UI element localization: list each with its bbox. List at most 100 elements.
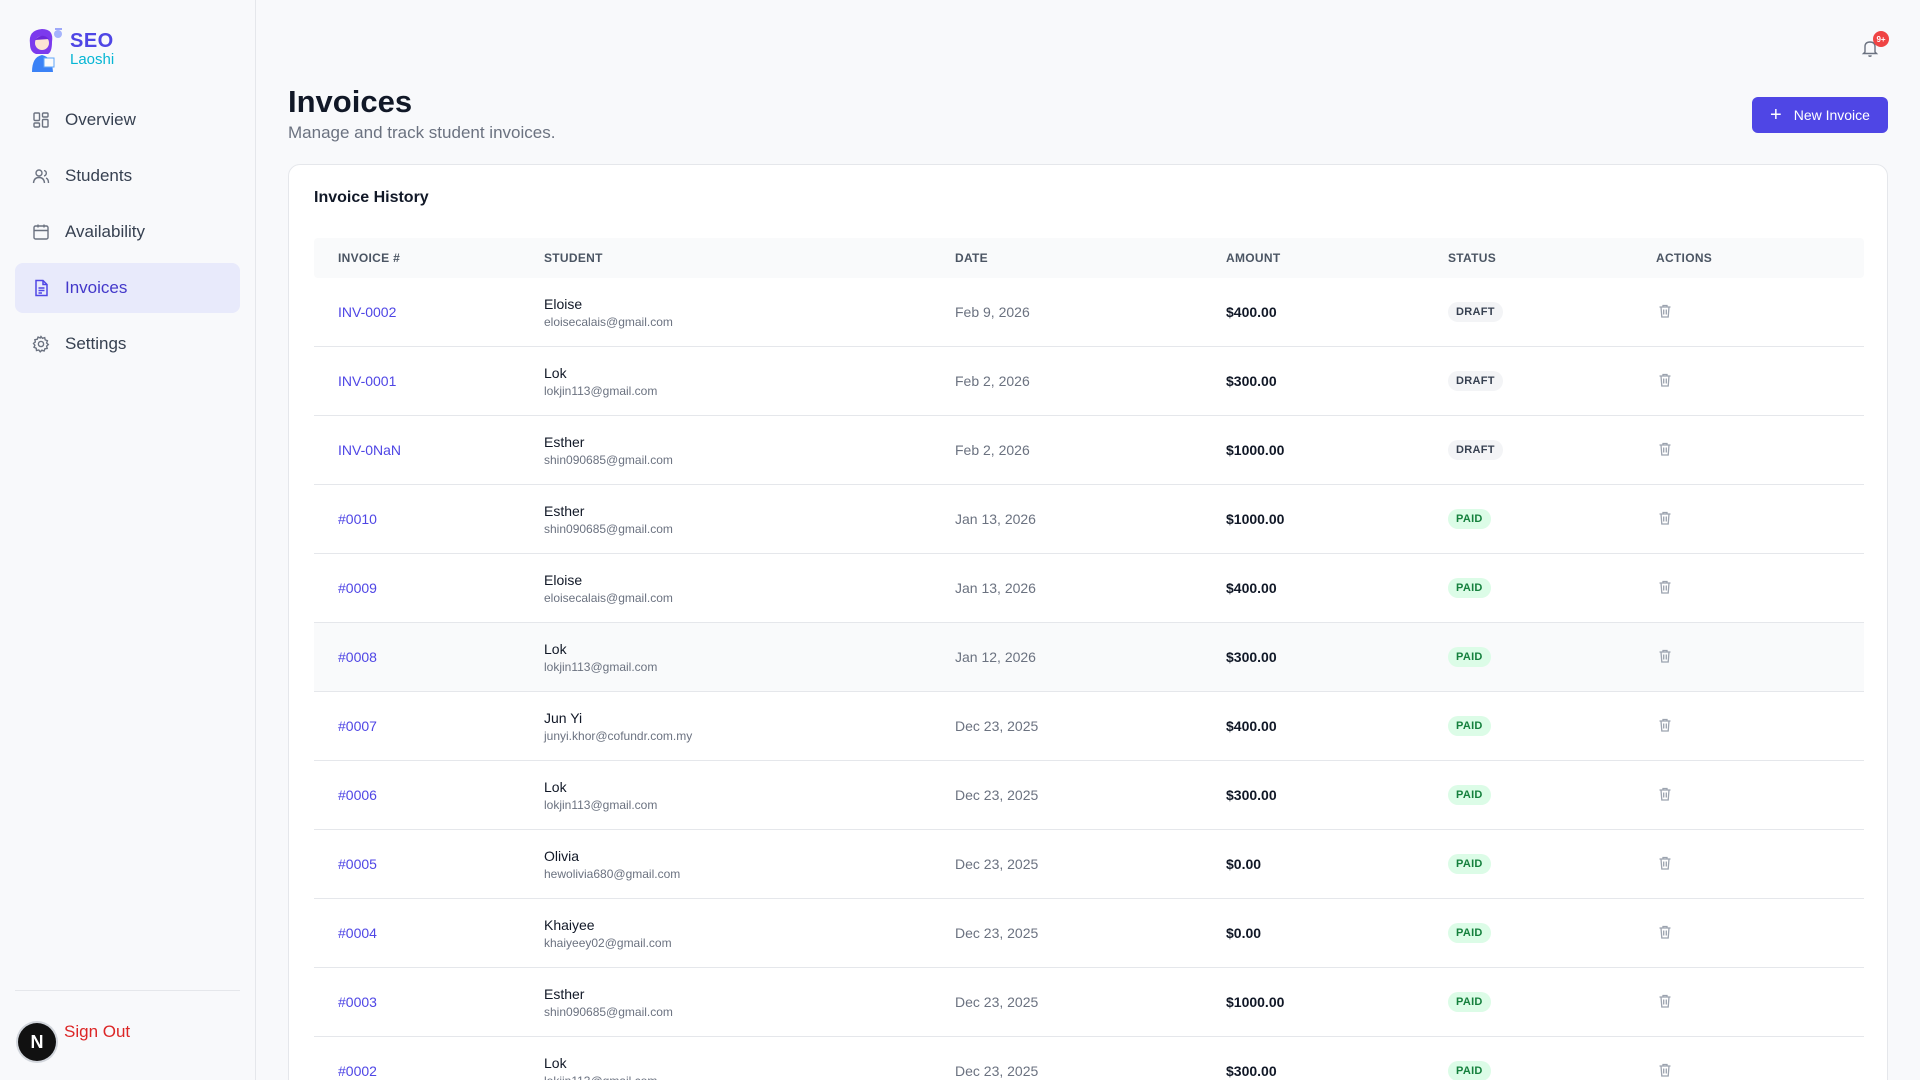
page-subtitle: Manage and track student invoices.: [288, 123, 556, 142]
trash-icon[interactable]: [1657, 786, 1673, 802]
invoice-date: Jan 13, 2026: [955, 580, 1036, 596]
sidebar-item-settings[interactable]: Settings: [15, 319, 240, 369]
invoice-date: Dec 23, 2025: [955, 925, 1039, 941]
brand-name: SEO: [70, 30, 114, 52]
invoice-date: Feb 2, 2026: [955, 442, 1030, 458]
status-badge: PAID: [1448, 1061, 1491, 1080]
student-name: Lok: [544, 778, 567, 795]
invoice-amount: $0.00: [1226, 856, 1262, 872]
column-header-status: STATUS: [1448, 251, 1497, 265]
plus-icon: +: [1770, 104, 1782, 126]
student-email: lokjin113@gmail.com: [544, 797, 658, 812]
invoice-date: Feb 9, 2026: [955, 304, 1030, 320]
invoice-date: Dec 23, 2025: [955, 856, 1039, 872]
status-badge: PAID: [1448, 992, 1491, 1012]
trash-icon[interactable]: [1657, 441, 1673, 457]
invoice-number-link[interactable]: #0008: [338, 649, 377, 665]
status-badge: DRAFT: [1448, 371, 1503, 391]
invoice-amount: $400.00: [1226, 304, 1277, 320]
invoice-number-link[interactable]: #0005: [338, 856, 377, 872]
table-header: INVOICE # STUDENT DATE AMOUNT STATUS ACT…: [314, 238, 1864, 278]
sidebar-item-students[interactable]: Students: [15, 151, 240, 201]
column-header-actions: ACTIONS: [1656, 251, 1713, 265]
column-header-student: STUDENT: [544, 251, 603, 265]
trash-icon[interactable]: [1657, 924, 1673, 940]
invoice-amount: $300.00: [1226, 1063, 1277, 1079]
student-cell: Esther shin090685@gmail.com: [544, 986, 955, 1019]
sidebar-nav: Overview Students Availability: [15, 95, 240, 375]
notification-badge: 9+: [1873, 31, 1889, 47]
invoice-amount: $300.00: [1226, 373, 1277, 389]
trash-icon[interactable]: [1657, 648, 1673, 664]
trash-icon[interactable]: [1657, 579, 1673, 595]
brand-logo[interactable]: SEO Laoshi: [22, 24, 132, 74]
table-row[interactable]: #0007 Jun Yi junyi.khor@cofundr.com.my Dec …: [314, 692, 1864, 761]
trash-icon[interactable]: [1657, 510, 1673, 526]
student-cell: Eloise eloisecalais@gmail.com: [544, 572, 955, 605]
invoice-number-link[interactable]: INV-0001: [338, 373, 397, 389]
trash-icon[interactable]: [1657, 372, 1673, 388]
invoice-number-link[interactable]: #0003: [338, 994, 377, 1010]
invoice-date: Jan 13, 2026: [955, 511, 1036, 527]
student-email: junyi.khor@cofundr.com.my: [544, 728, 693, 743]
column-header-amount: AMOUNT: [1226, 251, 1281, 265]
status-badge: DRAFT: [1448, 302, 1503, 322]
student-cell: Khaiyee khaiyeey02@gmail.com: [544, 917, 955, 950]
table-row[interactable]: #0010 Esther shin090685@gmail.com Jan 13, 2…: [314, 485, 1864, 554]
invoice-amount: $300.00: [1226, 787, 1277, 803]
student-cell: Esther shin090685@gmail.com: [544, 434, 955, 467]
invoices-table: INVOICE # STUDENT DATE AMOUNT STATUS ACT…: [314, 238, 1864, 1080]
table-row[interactable]: #0004 Khaiyee khaiyeey02@gmail.com Dec 23, …: [314, 899, 1864, 968]
table-row[interactable]: #0008 Lok lokjin113@gmail.com Jan 12, 2026 $…: [314, 623, 1864, 692]
student-name: Esther: [544, 985, 585, 1002]
invoice-number-link[interactable]: #0004: [338, 925, 377, 941]
student-name: Lok: [544, 364, 567, 381]
trash-icon[interactable]: [1657, 303, 1673, 319]
sidebar-item-overview[interactable]: Overview: [15, 95, 240, 145]
table-row[interactable]: INV-0002 Eloise eloisecalais@gmail.com Feb …: [314, 278, 1864, 347]
invoice-number-link[interactable]: #0002: [338, 1063, 377, 1079]
status-badge: PAID: [1448, 923, 1491, 943]
trash-icon[interactable]: [1657, 855, 1673, 871]
table-row[interactable]: #0006 Lok lokjin113@gmail.com Dec 23, 2025 $…: [314, 761, 1864, 830]
invoice-date: Dec 23, 2025: [955, 787, 1039, 803]
invoice-amount: $1000.00: [1226, 994, 1285, 1010]
student-cell: Esther shin090685@gmail.com: [544, 503, 955, 536]
sidebar-item-invoices[interactable]: Invoices: [15, 263, 240, 313]
sidebar-item-availability[interactable]: Availability: [15, 207, 240, 257]
table-row[interactable]: INV-0NaN Esther shin090685@gmail.com Feb 2,…: [314, 416, 1864, 485]
student-cell: Eloise eloisecalais@gmail.com: [544, 296, 955, 329]
teacher-mascot-icon: [29, 28, 62, 72]
student-cell: Lok lokjin113@gmail.com: [544, 1055, 955, 1080]
invoice-date: Jan 12, 2026: [955, 649, 1036, 665]
sidebar-item-label: Settings: [65, 334, 127, 353]
student-cell: Lok lokjin113@gmail.com: [544, 641, 955, 674]
grid-icon: [31, 110, 51, 130]
bell-icon[interactable]: [1861, 38, 1879, 58]
invoice-number-link[interactable]: #0009: [338, 580, 377, 596]
invoice-number-link[interactable]: #0010: [338, 511, 377, 527]
invoice-number-link[interactable]: #0007: [338, 718, 377, 734]
table-row[interactable]: INV-0001 Lok lokjin113@gmail.com Feb 2, 202…: [314, 347, 1864, 416]
table-row[interactable]: #0009 Eloise eloisecalais@gmail.com Jan 13,…: [314, 554, 1864, 623]
trash-icon[interactable]: [1657, 1062, 1673, 1078]
avatar[interactable]: N: [18, 1023, 56, 1061]
invoice-number-link[interactable]: INV-0002: [338, 304, 397, 320]
invoice-amount: $1000.00: [1226, 442, 1285, 458]
invoice-number-link[interactable]: #0006: [338, 787, 377, 803]
table-row[interactable]: #0003 Esther shin090685@gmail.com Dec 23, 2…: [314, 968, 1864, 1037]
trash-icon[interactable]: [1657, 993, 1673, 1009]
student-email: shin090685@gmail.com: [544, 521, 673, 536]
trash-icon[interactable]: [1657, 717, 1673, 733]
student-email: lokjin113@gmail.com: [544, 383, 658, 398]
table-row[interactable]: #0005 Olivia hewolivia680@gmail.com Dec 23,…: [314, 830, 1864, 899]
new-invoice-button[interactable]: + New Invoice: [1752, 97, 1888, 133]
sidebar-item-label: Students: [65, 166, 133, 185]
sign-out-button[interactable]: Sign Out: [64, 1022, 131, 1041]
invoice-number-link[interactable]: INV-0NaN: [338, 442, 402, 458]
student-email: shin090685@gmail.com: [544, 1004, 673, 1019]
invoice-amount: $0.00: [1226, 925, 1262, 941]
student-name: Lok: [544, 640, 567, 657]
new-invoice-label: New Invoice: [1793, 107, 1870, 123]
